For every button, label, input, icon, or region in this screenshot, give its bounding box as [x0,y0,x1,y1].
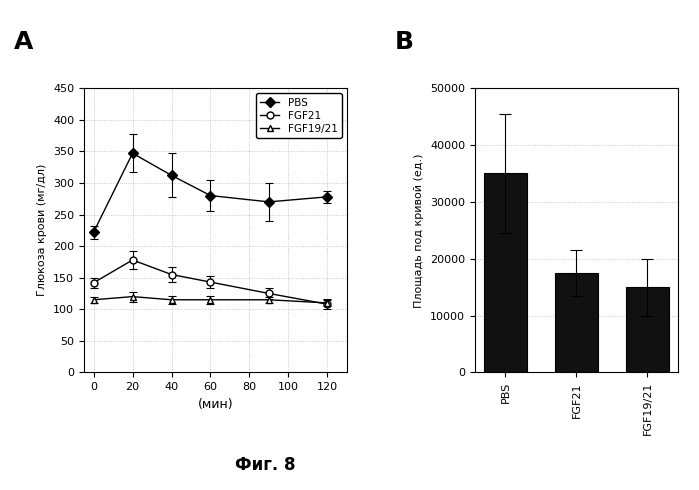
Text: A: A [14,30,34,54]
Bar [484,173,527,372]
Legend: PBS, FGF21, FGF19/21: PBS, FGF21, FGF19/21 [257,94,342,138]
Text: Фиг. 8: Фиг. 8 [236,456,296,474]
Bar [555,273,598,372]
Bar [626,287,669,372]
Y-axis label: Глюкоза крови (мг/дл): Глюкоза крови (мг/дл) [38,164,48,296]
X-axis label: (мин): (мин) [198,398,233,411]
Y-axis label: Площадь под кривой (ед.): Площадь под кривой (ед.) [415,153,424,308]
Text: B: B [395,30,414,54]
